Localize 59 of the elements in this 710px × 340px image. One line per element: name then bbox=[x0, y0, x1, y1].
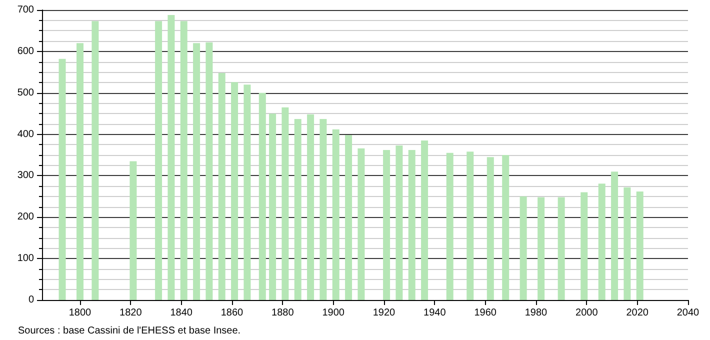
bar bbox=[258, 92, 266, 300]
x-tick-label: 1920 bbox=[372, 308, 396, 318]
bar bbox=[598, 184, 606, 300]
bar bbox=[92, 21, 99, 300]
bar bbox=[383, 150, 390, 300]
bar bbox=[58, 58, 66, 300]
bar bbox=[231, 82, 238, 300]
bar bbox=[502, 155, 510, 300]
bar bbox=[193, 43, 200, 300]
x-tick-label: 2000 bbox=[576, 308, 598, 318]
x-tick-label: 1900 bbox=[322, 308, 345, 318]
bar bbox=[538, 197, 545, 300]
bar bbox=[155, 21, 162, 300]
bar bbox=[636, 191, 644, 300]
bar bbox=[421, 140, 428, 300]
bar bbox=[520, 196, 527, 300]
bar bbox=[332, 129, 340, 300]
bar bbox=[244, 84, 251, 300]
bar bbox=[624, 187, 631, 300]
bar bbox=[558, 197, 565, 300]
source-note: Sources : base Cassini de l'EHESS et base Insee. bbox=[18, 326, 241, 336]
bar bbox=[611, 172, 618, 300]
x-tick-label: 1960 bbox=[474, 308, 497, 318]
x-tick-label: 1800 bbox=[68, 308, 92, 318]
bar bbox=[269, 114, 276, 300]
bar bbox=[580, 192, 588, 300]
x-tick-label: 1980 bbox=[524, 308, 548, 318]
x-tick-label: 1860 bbox=[220, 308, 244, 318]
y-tick-label: 400 bbox=[17, 128, 34, 140]
y-tick-label: 500 bbox=[17, 87, 34, 98]
x-tick-label: 1940 bbox=[424, 308, 446, 318]
bar bbox=[282, 107, 289, 300]
bar bbox=[466, 152, 474, 300]
y-tick-label: 700 bbox=[17, 4, 34, 16]
bar bbox=[345, 135, 352, 300]
bar bbox=[307, 114, 314, 300]
y-tick-label: 600 bbox=[17, 46, 34, 57]
y-tick-label: 100 bbox=[17, 253, 34, 264]
bar bbox=[294, 118, 302, 300]
x-tick-label: 1880 bbox=[272, 308, 294, 318]
bar bbox=[396, 145, 403, 300]
bar bbox=[206, 42, 213, 300]
bar bbox=[446, 152, 454, 300]
y-tick-label: 300 bbox=[17, 170, 34, 182]
bar bbox=[486, 157, 494, 300]
bar bbox=[218, 72, 226, 300]
bar bbox=[168, 14, 175, 300]
x-tick-label: 1820 bbox=[120, 308, 142, 318]
y-tick-label: 0 bbox=[28, 294, 34, 306]
bar bbox=[76, 43, 84, 300]
bar bbox=[320, 118, 327, 300]
x-tick-label: 2020 bbox=[626, 308, 649, 318]
bar bbox=[408, 150, 416, 300]
bar bbox=[358, 148, 365, 300]
y-tick-label: 200 bbox=[17, 212, 34, 223]
bar bbox=[180, 21, 188, 300]
x-tick-label: 2040 bbox=[676, 308, 700, 318]
bar bbox=[130, 161, 137, 300]
x-tick-label: 1840 bbox=[170, 308, 193, 318]
